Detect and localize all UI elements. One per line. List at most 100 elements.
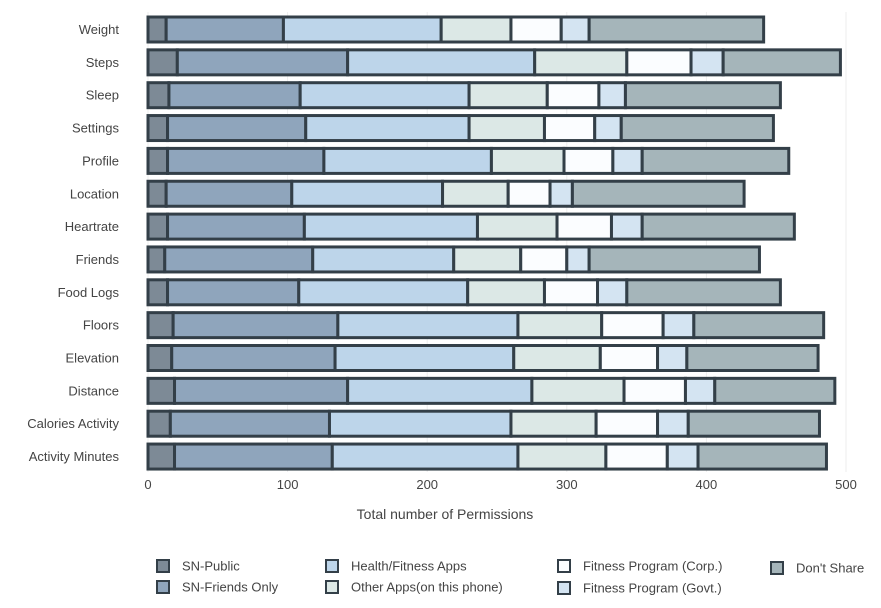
x-tick-label: 400 bbox=[696, 477, 718, 492]
bar-segment bbox=[170, 344, 337, 372]
bar-segment bbox=[452, 245, 523, 274]
bar-segment bbox=[512, 344, 602, 372]
legend-label: Health/Fitness Apps bbox=[351, 559, 467, 574]
bar-segment bbox=[587, 245, 761, 274]
bar-segment bbox=[545, 81, 601, 110]
bar-segment bbox=[570, 179, 746, 208]
bar-segment bbox=[475, 212, 559, 241]
bar-segment bbox=[509, 409, 598, 438]
y-tick-label: Floors bbox=[83, 318, 120, 333]
y-tick-label: Elevation bbox=[66, 351, 119, 366]
bar-segment bbox=[441, 179, 510, 208]
legend-swatch bbox=[325, 580, 339, 594]
bar-segment bbox=[625, 48, 693, 77]
bar-segment bbox=[146, 442, 177, 471]
legend-label: Don't Share bbox=[796, 561, 864, 576]
bar-segment bbox=[146, 245, 167, 274]
bar-segment bbox=[604, 442, 669, 471]
bar-segment bbox=[322, 146, 493, 175]
bar-segment bbox=[598, 344, 660, 372]
bar-segment bbox=[175, 48, 350, 77]
legend-swatch bbox=[156, 580, 170, 594]
legend-swatch bbox=[557, 559, 571, 573]
bar-segment bbox=[656, 409, 690, 438]
legend: SN-Public SN-Friends Only Health/Fitness A… bbox=[156, 559, 864, 596]
bar-segment bbox=[519, 245, 569, 274]
legend-label: SN-Public bbox=[182, 559, 240, 574]
bar-segment bbox=[656, 344, 689, 372]
bar-segment bbox=[439, 15, 513, 44]
bar-segment bbox=[166, 146, 326, 175]
bar-segment bbox=[565, 245, 591, 274]
bar-segment bbox=[146, 48, 179, 77]
bars bbox=[146, 15, 842, 471]
bar-segment bbox=[594, 409, 660, 438]
bar-segment bbox=[336, 311, 520, 340]
bar-segment bbox=[173, 376, 350, 405]
bar-segment bbox=[173, 442, 334, 471]
x-tick-label: 500 bbox=[835, 477, 857, 492]
bar-segment bbox=[164, 15, 285, 44]
legend-swatch bbox=[325, 559, 339, 573]
bar-segment bbox=[609, 212, 644, 241]
bar-segment bbox=[685, 344, 820, 372]
bar-segment bbox=[311, 245, 456, 274]
y-tick-label: Settings bbox=[72, 121, 119, 136]
x-tick-label: 0 bbox=[144, 477, 151, 492]
bar-segment bbox=[611, 146, 644, 175]
bar-segment bbox=[467, 81, 549, 110]
bar-segment bbox=[297, 278, 470, 307]
bar-segment bbox=[713, 376, 837, 405]
x-axis-title: Total number of Permissions bbox=[357, 506, 534, 522]
bar-segment bbox=[146, 179, 168, 208]
bar-segment bbox=[330, 442, 520, 471]
bar-segment bbox=[600, 311, 665, 340]
bar-segment bbox=[146, 311, 175, 340]
bar-segment bbox=[542, 278, 600, 307]
legend-label: Fitness Program (Corp.) bbox=[583, 559, 722, 574]
bar-segment bbox=[661, 311, 696, 340]
x-tick-label: 200 bbox=[416, 477, 438, 492]
bar-segment bbox=[692, 311, 826, 340]
bar-segment bbox=[559, 15, 591, 44]
bar-segment bbox=[146, 278, 170, 307]
y-tick-label: Sleep bbox=[86, 88, 119, 103]
bar-segment bbox=[516, 311, 604, 340]
y-tick-label: Profile bbox=[82, 153, 119, 168]
legend-swatch bbox=[557, 581, 571, 595]
bar-segment bbox=[327, 409, 513, 438]
y-tick-label: Steps bbox=[86, 55, 120, 70]
y-tick-label: Distance bbox=[68, 383, 119, 398]
bar-segment bbox=[166, 212, 306, 241]
bar-segment bbox=[516, 442, 608, 471]
bar-segment bbox=[623, 81, 782, 110]
y-tick-label: Location bbox=[70, 186, 119, 201]
x-axis-tick-labels: 0 100 200 300 400 500 bbox=[144, 477, 856, 492]
bar-segment bbox=[166, 114, 308, 143]
y-axis-tick-labels: Weight Steps Sleep Settings Profile Location H… bbox=[27, 22, 119, 464]
bar-segment bbox=[304, 114, 471, 143]
bar-segment bbox=[166, 278, 301, 307]
bar-segment bbox=[346, 376, 534, 405]
bar-segment bbox=[168, 409, 331, 438]
bar-segment bbox=[164, 179, 294, 208]
legend-label: SN-Friends Only bbox=[182, 580, 279, 595]
bar-segment bbox=[146, 15, 168, 44]
bar-segment bbox=[146, 376, 177, 405]
legend-label: Other Apps(on this phone) bbox=[351, 580, 503, 595]
bar-segment bbox=[467, 114, 546, 143]
y-tick-label: Heartrate bbox=[65, 219, 119, 234]
y-tick-label: Friends bbox=[76, 252, 120, 267]
bar-segment bbox=[622, 376, 687, 405]
bar-segment bbox=[146, 81, 171, 110]
bar-segment bbox=[146, 114, 170, 143]
bar-segment bbox=[167, 81, 302, 110]
bar-segment bbox=[290, 179, 445, 208]
bar-segment bbox=[171, 311, 340, 340]
bar-segment bbox=[689, 48, 725, 77]
bar-segment bbox=[593, 114, 623, 143]
legend-swatch bbox=[770, 561, 784, 575]
bar-segment bbox=[548, 179, 574, 208]
bar-segment bbox=[619, 114, 775, 143]
